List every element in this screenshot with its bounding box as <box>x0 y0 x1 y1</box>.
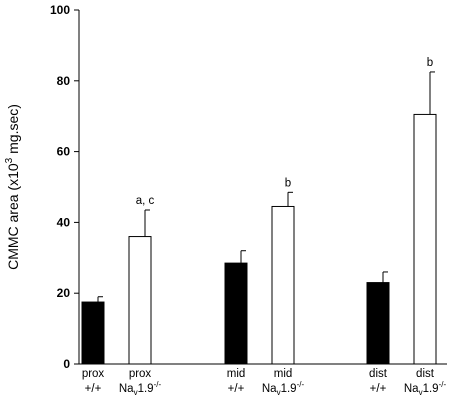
category-label-region: mid <box>227 368 246 380</box>
bar <box>81 301 105 365</box>
y-axis-label: CMMC area (x103 mg.sec) <box>4 104 21 270</box>
bar <box>271 205 295 365</box>
y-tick-label: 80 <box>57 74 71 88</box>
y-tick-label: 40 <box>57 215 71 229</box>
category-label-region: prox <box>82 368 105 380</box>
category-label-genotype: +/+ <box>228 383 245 395</box>
category-label-region: dist <box>416 368 435 380</box>
y-tick-label: 20 <box>57 286 71 300</box>
bar <box>413 113 437 365</box>
category-label-genotype: +/+ <box>85 383 102 395</box>
category-label-region: dist <box>369 368 388 380</box>
category-label-genotype: +/+ <box>370 383 387 395</box>
category-label-region: prox <box>129 368 152 380</box>
category-label-genotype: Nav1.9-/- <box>119 380 162 397</box>
significance-annotation: b <box>427 57 433 69</box>
significance-annotation: b <box>285 177 291 189</box>
y-axis-title: CMMC area (x103 mg.sec) <box>4 104 21 270</box>
y-tick-label: 60 <box>57 145 71 159</box>
category-labels: prox+/+proxNav1.9-/-mid+/+midNav1.9-/-di… <box>82 368 447 397</box>
category-label-genotype: Nav1.9-/- <box>262 380 305 397</box>
y-tick-label: 0 <box>63 357 70 371</box>
bar <box>366 282 390 365</box>
bars: a, c b b <box>81 57 437 365</box>
category-label-region: mid <box>274 368 293 380</box>
category-label-genotype: Nav1.9-/- <box>404 380 447 397</box>
significance-annotation: a, c <box>136 195 155 207</box>
bar <box>224 262 248 365</box>
y-tick-label: 100 <box>50 3 70 17</box>
bar <box>128 236 152 365</box>
